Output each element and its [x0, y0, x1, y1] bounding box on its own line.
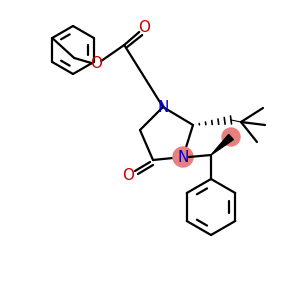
Text: O: O	[90, 56, 102, 70]
Circle shape	[173, 147, 193, 167]
Circle shape	[222, 128, 240, 146]
Polygon shape	[211, 134, 233, 155]
Text: N: N	[157, 100, 169, 115]
Text: N: N	[177, 149, 189, 164]
Text: O: O	[138, 20, 150, 34]
Text: O: O	[122, 167, 134, 182]
